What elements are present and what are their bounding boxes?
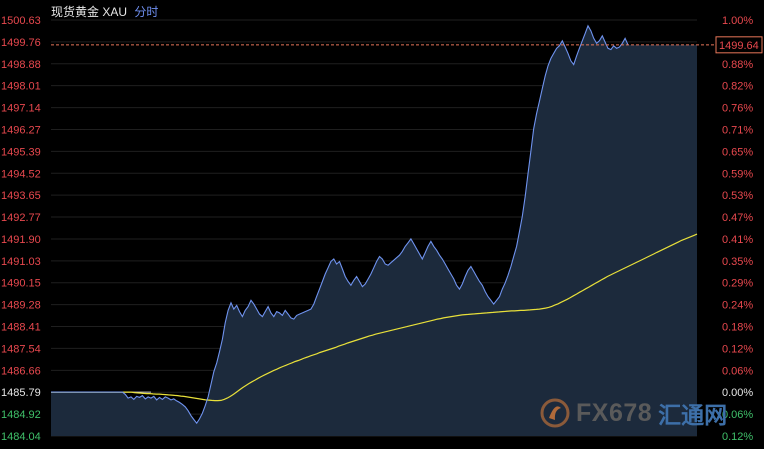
price-area-fill [51,25,697,437]
price-tick-label: 1498.88 [1,59,41,71]
price-tick-label: 1487.54 [1,343,41,355]
percent-tick-label: 0.76% [722,103,753,115]
percent-tick-label: 0.12% [722,343,753,355]
percent-tick-label: 0.06% [722,365,753,377]
percent-tick-label: 0.00% [722,387,753,399]
chart-header: 现货黄金 XAU 分时 [51,3,158,20]
price-tick-label: 1491.90 [1,234,41,246]
percent-tick-label: 0.41% [722,234,753,246]
percent-tick-label: 1.00% [722,15,753,27]
percent-axis-labels: 1.00%0.94%0.88%0.82%0.76%0.71%0.65%0.59%… [722,15,753,443]
price-tick-label: 1492.77 [1,212,41,224]
price-tick-label: 1493.65 [1,190,41,202]
price-line [51,24,629,425]
watermark-brand: FX678 [576,398,653,427]
watermark-cn: 汇通网 [658,402,728,428]
price-tick-label: 1496.27 [1,124,41,136]
percent-tick-label: 0.47% [722,212,753,224]
price-tick-label: 1488.41 [1,322,41,334]
percent-tick-label: 0.35% [722,256,753,268]
instrument-title: 现货黄金 XAU [51,5,128,19]
average-price-line [51,233,698,402]
price-tick-label: 1486.66 [1,365,41,377]
last-price-box [715,36,763,54]
price-tick-label: 1489.28 [1,300,41,312]
percent-tick-label: 0.65% [722,146,753,158]
percent-tick-label: 0.59% [722,168,753,180]
percent-tick-label: 0.53% [722,190,753,202]
percent-tick-label: 0.12% [722,431,753,443]
percent-tick-label: 0.18% [722,322,753,334]
price-tick-label: 1484.04 [1,431,41,443]
percent-tick-label: 0.88% [722,59,753,71]
price-tick-label: 1494.52 [1,168,41,180]
last-price-label: 1499.64 [719,40,759,52]
price-tick-label: 1491.03 [1,256,41,268]
percent-tick-label: 0.06% [722,409,753,421]
price-tick-label: 1485.79 [1,387,41,399]
percent-tick-label: 0.71% [722,124,753,136]
last-price-badge: 1499.64 [715,36,763,54]
fx678-logo-icon [540,398,570,428]
price-tick-label: 1497.14 [1,103,41,115]
price-tick-label: 1484.92 [1,409,41,421]
price-axis-labels: 1500.63 1499.76 1498.88 1498.01 1497.14 1496.… [1,15,41,443]
percent-tick-label: 0.29% [722,278,753,290]
price-tick-label: 1500.63 [1,15,41,27]
watermark: FX678 汇通网 [540,398,727,428]
chart-mode-tab[interactable]: 分时 [134,5,159,19]
price-tick-label: 1499.76 [1,37,41,49]
price-tick-label: 1495.39 [1,146,41,158]
price-tick-label: 1498.01 [1,81,41,93]
percent-tick-label: 0.24% [722,300,753,312]
percent-tick-label: 0.82% [722,81,753,93]
price-tick-label: 1490.15 [1,278,41,290]
